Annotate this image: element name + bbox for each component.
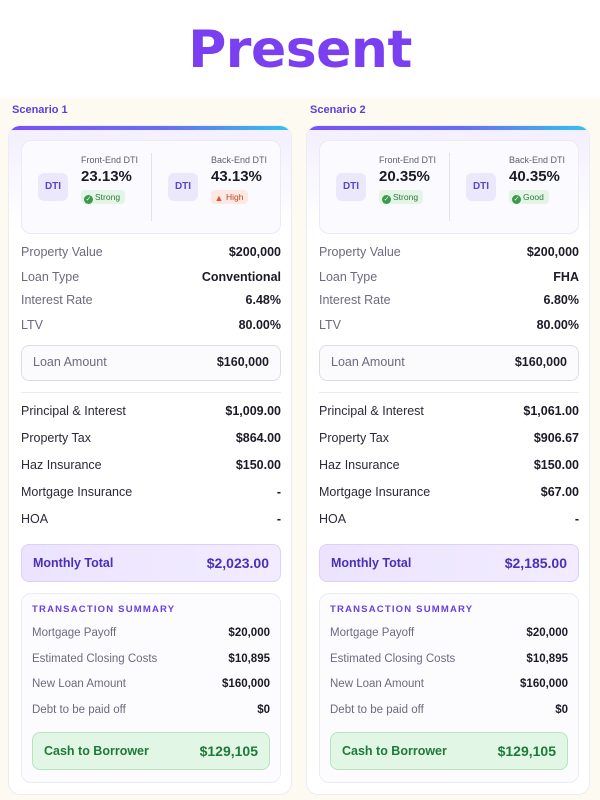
detail-row: Property Value $200,000	[319, 245, 579, 259]
payment-row: Mortgage Insurance -	[21, 485, 281, 499]
transaction-summary: TRANSACTION SUMMARY Mortgage Payoff $20,…	[319, 593, 579, 783]
dti-status-badge: ✓ Good	[509, 190, 549, 204]
card-accent-bar	[307, 126, 589, 130]
dti-label: Front-End DTI	[81, 155, 139, 165]
dti-status-badge: ▲ High	[211, 190, 249, 204]
check-circle-icon: ✓	[382, 195, 391, 204]
loan-amount-box: Loan Amount $160,000	[319, 345, 579, 381]
transaction-row: Mortgage Payoff $20,000	[330, 627, 568, 639]
transaction-row: New Loan Amount $160,000	[32, 678, 270, 690]
payment-row: Principal & Interest $1,009.00	[21, 404, 281, 418]
transaction-row: New Loan Amount $160,000	[330, 678, 568, 690]
scenario-card: DTI Front-End DTI 23.13% ✓ Strong DTI Bac…	[8, 125, 292, 795]
detail-row: Interest Rate 6.80%	[319, 293, 579, 307]
dti-status-badge: ✓ Strong	[379, 190, 424, 204]
transaction-row: Estimated Closing Costs $10,895	[330, 653, 568, 665]
scenario-label: Scenario 2	[310, 104, 366, 116]
scenario-card: DTI Front-End DTI 20.35% ✓ Strong DTI Bac…	[306, 125, 590, 795]
cash-to-borrower: Cash to Borrower $129,105	[330, 732, 568, 770]
payment-row: Haz Insurance $150.00	[21, 458, 281, 472]
monthly-total: Monthly Total $2,023.00	[21, 544, 281, 582]
detail-row: LTV 80.00%	[21, 318, 281, 332]
detail-row: Interest Rate 6.48%	[21, 293, 281, 307]
payment-row: Principal & Interest $1,061.00	[319, 404, 579, 418]
loan-amount-box: Loan Amount $160,000	[21, 345, 281, 381]
transaction-summary-title: TRANSACTION SUMMARY	[32, 604, 176, 615]
dti-label: Back-End DTI	[509, 155, 566, 165]
dti-summary: DTI Front-End DTI 23.13% ✓ Strong DTI Bac…	[21, 140, 281, 234]
transaction-row: Debt to be paid off $0	[330, 704, 568, 716]
dti-status-badge: ✓ Strong	[81, 190, 126, 204]
page-title: Present	[188, 20, 412, 80]
detail-row: LTV 80.00%	[319, 318, 579, 332]
transaction-row: Debt to be paid off $0	[32, 704, 270, 716]
back-end-dti: DTI Back-End DTI 40.35% ✓ Good	[450, 141, 580, 235]
dti-value: 43.13%	[211, 168, 262, 185]
scenario-column: Scenario 1 DTI Front-End DTI 23.13% ✓ Str…	[0, 98, 300, 800]
dti-value: 40.35%	[509, 168, 560, 185]
back-end-dti: DTI Back-End DTI 43.13% ▲ High	[152, 141, 282, 235]
detail-row: Property Value $200,000	[21, 245, 281, 259]
monthly-total: Monthly Total $2,185.00	[319, 544, 579, 582]
cash-to-borrower: Cash to Borrower $129,105	[32, 732, 270, 770]
transaction-row: Estimated Closing Costs $10,895	[32, 653, 270, 665]
dti-label: Front-End DTI	[379, 155, 437, 165]
dti-icon: DTI	[168, 173, 198, 201]
dti-icon: DTI	[38, 173, 68, 201]
detail-row: Loan Type Conventional	[21, 270, 281, 284]
dti-value: 20.35%	[379, 168, 430, 185]
front-end-dti: DTI Front-End DTI 23.13% ✓ Strong	[22, 141, 152, 235]
dti-summary: DTI Front-End DTI 20.35% ✓ Strong DTI Bac…	[319, 140, 579, 234]
scenario-label: Scenario 1	[12, 104, 68, 116]
payment-row: Mortgage Insurance $67.00	[319, 485, 579, 499]
transaction-summary: TRANSACTION SUMMARY Mortgage Payoff $20,…	[21, 593, 281, 783]
transaction-summary-title: TRANSACTION SUMMARY	[330, 604, 474, 615]
dti-value: 23.13%	[81, 168, 132, 185]
payment-row: Property Tax $864.00	[21, 431, 281, 445]
dti-label: Back-End DTI	[211, 155, 268, 165]
check-circle-icon: ✓	[512, 195, 521, 204]
check-circle-icon: ✓	[84, 195, 93, 204]
payment-row: Haz Insurance $150.00	[319, 458, 579, 472]
warning-icon: ▲	[214, 193, 224, 203]
payment-row: HOA -	[319, 512, 579, 526]
divider	[319, 392, 579, 393]
scenario-column: Scenario 2 DTI Front-End DTI 20.35% ✓ Str…	[298, 98, 598, 800]
scenario-columns: Scenario 1 DTI Front-End DTI 23.13% ✓ Str…	[0, 98, 600, 800]
payment-row: Property Tax $906.67	[319, 431, 579, 445]
payment-row: HOA -	[21, 512, 281, 526]
dti-icon: DTI	[466, 173, 496, 201]
transaction-row: Mortgage Payoff $20,000	[32, 627, 270, 639]
dti-icon: DTI	[336, 173, 366, 201]
front-end-dti: DTI Front-End DTI 20.35% ✓ Strong	[320, 141, 450, 235]
detail-row: Loan Type FHA	[319, 270, 579, 284]
card-accent-bar	[9, 126, 291, 130]
divider	[21, 392, 281, 393]
